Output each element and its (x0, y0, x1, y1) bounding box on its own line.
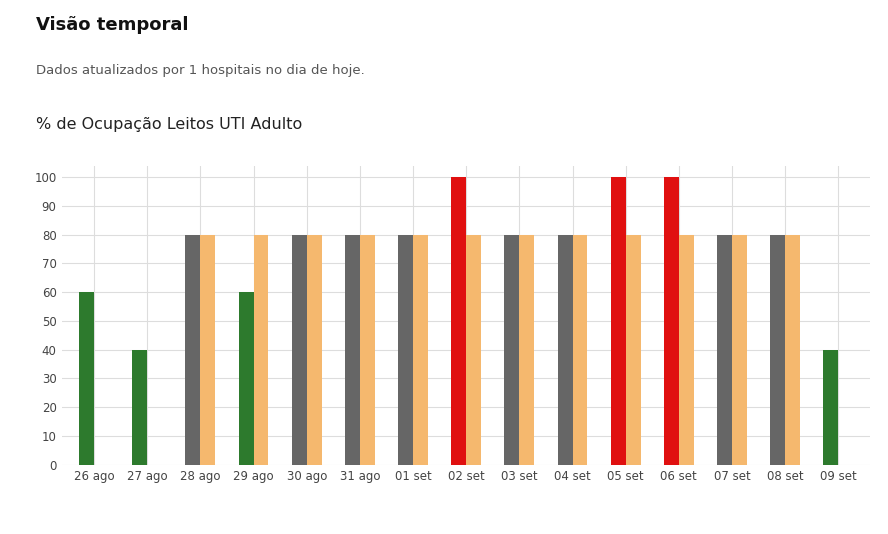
Bar (239, 292, 254, 465)
Bar (345, 234, 360, 465)
Bar (201, 234, 215, 465)
Bar (306, 234, 321, 465)
Bar (664, 177, 678, 465)
Bar (770, 234, 785, 465)
Bar (718, 234, 732, 465)
Bar (451, 177, 466, 465)
Bar (611, 177, 626, 465)
Text: Dados atualizados por 1 hospitais no dia de hoje.: Dados atualizados por 1 hospitais no dia… (36, 64, 364, 77)
Bar (732, 234, 747, 465)
Bar (292, 234, 306, 465)
Text: Visão temporal: Visão temporal (36, 16, 188, 34)
Bar (132, 350, 147, 465)
Text: % de Ocupação Leitos UTI Adulto: % de Ocupação Leitos UTI Adulto (36, 117, 302, 132)
Bar (79, 292, 94, 465)
Bar (186, 234, 201, 465)
Bar (519, 234, 535, 465)
Bar (558, 234, 573, 465)
Bar (504, 234, 519, 465)
Bar (785, 234, 800, 465)
Bar (466, 234, 481, 465)
Bar (398, 234, 413, 465)
Bar (360, 234, 375, 465)
Bar (823, 350, 838, 465)
Bar (573, 234, 587, 465)
Bar (254, 234, 268, 465)
Bar (678, 234, 694, 465)
Bar (413, 234, 428, 465)
Bar (626, 234, 640, 465)
